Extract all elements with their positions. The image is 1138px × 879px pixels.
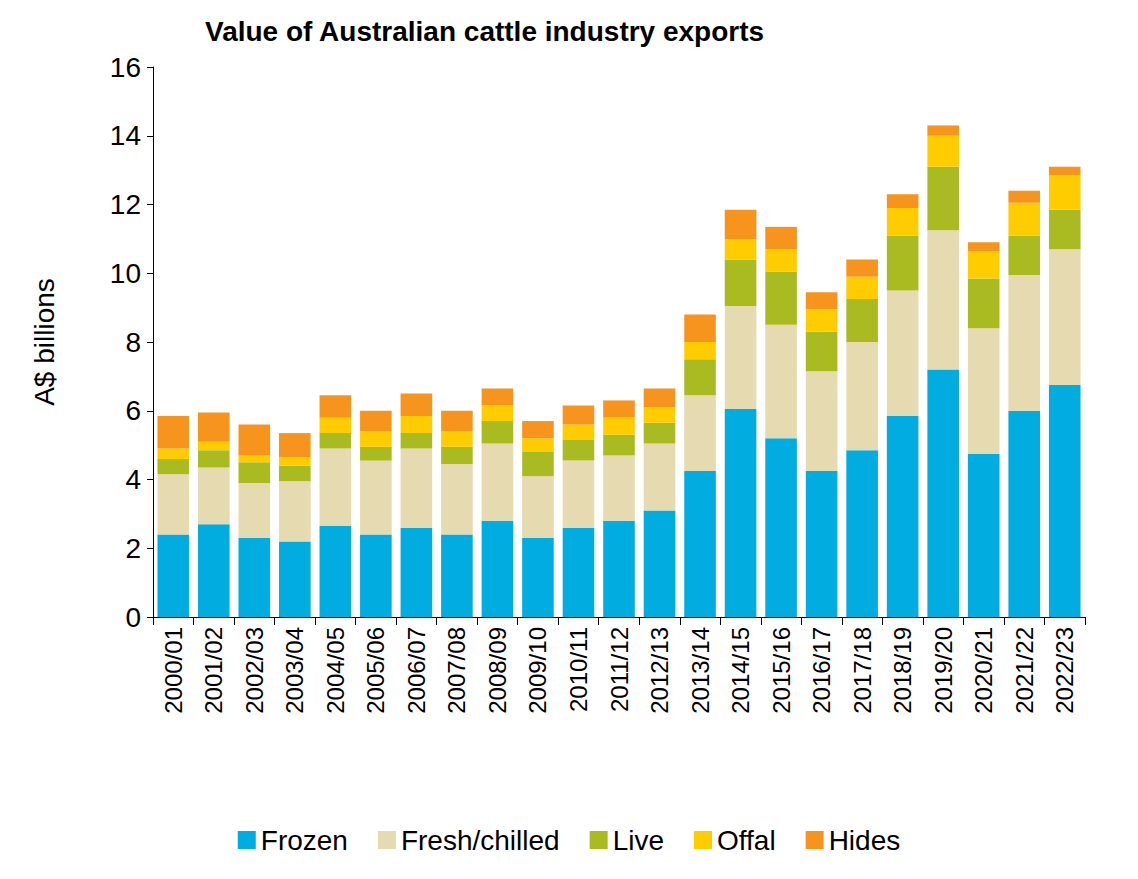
svg-text:2016/17: 2016/17	[808, 627, 835, 714]
svg-text:Fresh/chilled: Fresh/chilled	[401, 825, 560, 856]
svg-text:Hides: Hides	[829, 825, 901, 856]
svg-text:2: 2	[125, 533, 141, 564]
svg-text:2002/03: 2002/03	[241, 627, 268, 714]
svg-text:2013/14: 2013/14	[687, 627, 714, 714]
svg-text:Value of Australian cattle ind: Value of Australian cattle industry expo…	[205, 16, 764, 47]
svg-text:Live: Live	[613, 825, 664, 856]
svg-text:2022/23: 2022/23	[1051, 627, 1078, 714]
svg-text:12: 12	[110, 189, 141, 220]
svg-text:2003/04: 2003/04	[281, 627, 308, 714]
svg-text:2021/22: 2021/22	[1011, 627, 1038, 714]
svg-text:2015/16: 2015/16	[768, 627, 795, 714]
svg-text:2020/21: 2020/21	[970, 627, 997, 714]
svg-text:4: 4	[125, 464, 141, 495]
svg-text:Frozen: Frozen	[261, 825, 348, 856]
svg-text:2014/15: 2014/15	[727, 627, 754, 714]
svg-text:2004/05: 2004/05	[322, 627, 349, 714]
svg-text:16: 16	[110, 52, 141, 83]
svg-text:2005/06: 2005/06	[362, 627, 389, 714]
svg-text:2006/07: 2006/07	[403, 627, 430, 714]
svg-text:2010/11: 2010/11	[565, 627, 592, 712]
svg-text:2018/19: 2018/19	[889, 627, 916, 714]
svg-text:14: 14	[110, 120, 141, 151]
svg-text:8: 8	[125, 327, 141, 358]
svg-text:2019/20: 2019/20	[930, 627, 957, 714]
svg-text:2007/08: 2007/08	[443, 627, 470, 714]
svg-text:10: 10	[110, 258, 141, 289]
svg-text:2009/10: 2009/10	[524, 627, 551, 714]
svg-text:2011/12: 2011/12	[606, 627, 633, 712]
svg-text:6: 6	[125, 395, 141, 426]
svg-text:A$ billions: A$ billions	[29, 278, 60, 406]
svg-text:0: 0	[125, 602, 141, 633]
svg-text:2001/02: 2001/02	[200, 627, 227, 714]
svg-text:Offal: Offal	[717, 825, 776, 856]
svg-text:2012/13: 2012/13	[646, 627, 673, 714]
svg-text:2017/18: 2017/18	[849, 627, 876, 714]
svg-text:2008/09: 2008/09	[484, 627, 511, 714]
svg-text:2000/01: 2000/01	[160, 627, 187, 714]
